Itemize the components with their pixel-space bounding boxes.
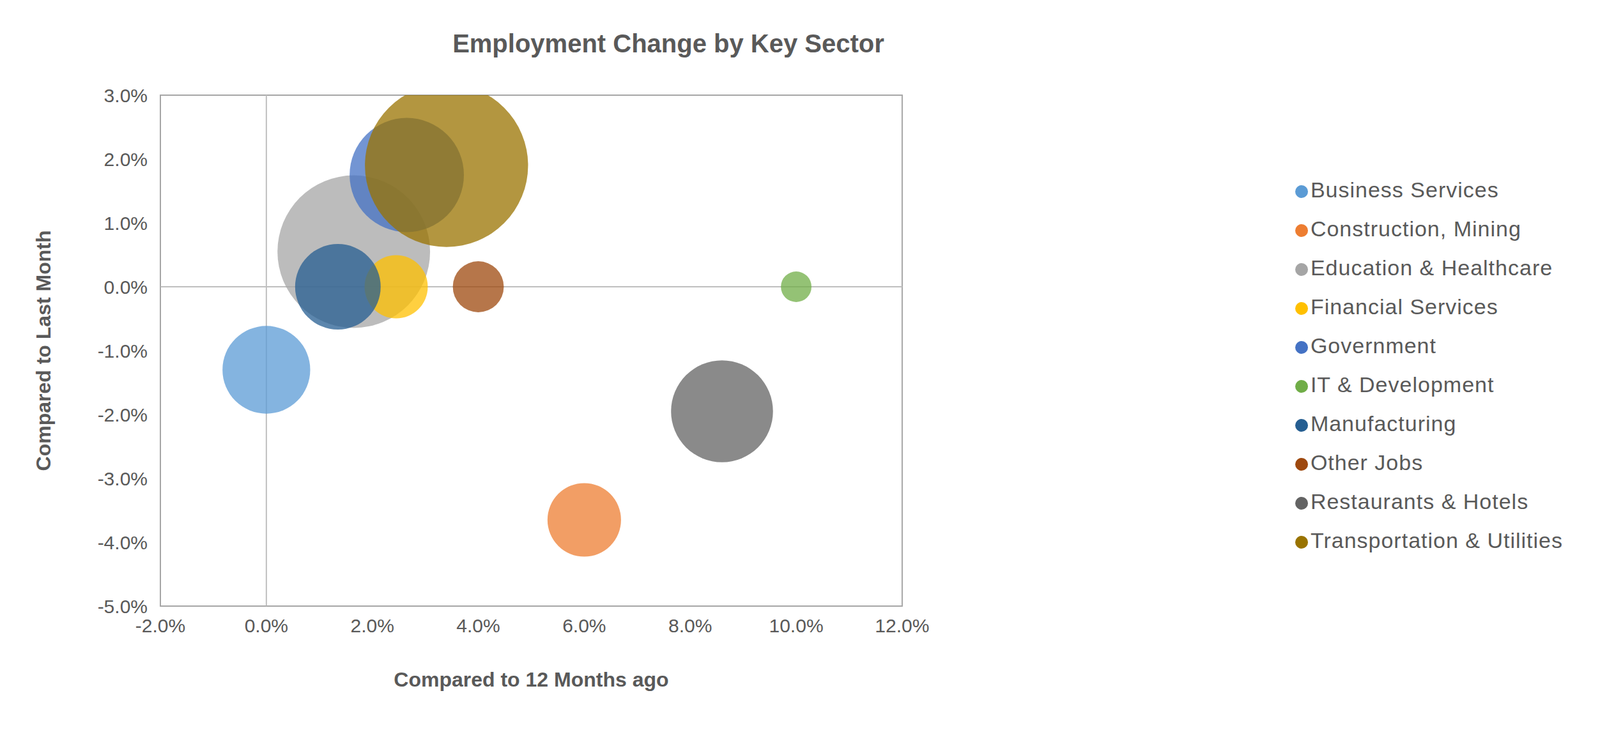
svg-text:-3.0%: -3.0% <box>97 468 148 490</box>
svg-text:10.0%: 10.0% <box>769 615 824 637</box>
svg-text:Compared to Last Month: Compared to Last Month <box>31 230 55 472</box>
html-text:Transportation & Utilities: Transportation & Utilities <box>1310 528 1563 553</box>
svg-text:6.0%: 6.0% <box>562 615 606 637</box>
html-text:Government: Government <box>1310 333 1437 358</box>
svg-text:0.0%: 0.0% <box>104 276 148 298</box>
svg-text:-4.0%: -4.0% <box>97 532 148 554</box>
svg-text:-2.0%: -2.0% <box>97 404 148 426</box>
svg-text:8.0%: 8.0% <box>668 615 712 637</box>
svg-text:2.0%: 2.0% <box>104 148 148 170</box>
html-text:IT & Development: IT & Development <box>1310 372 1495 397</box>
svg-text:1.0%: 1.0% <box>104 212 148 234</box>
html-text:Education & Healthcare: Education & Healthcare <box>1310 255 1553 280</box>
svg-text:-5.0%: -5.0% <box>97 596 148 618</box>
html-text:Construction, Mining: Construction, Mining <box>1310 216 1522 241</box>
html-text:Other Jobs: Other Jobs <box>1310 450 1424 475</box>
svg-text:0.0%: 0.0% <box>244 615 289 637</box>
svg-text:2.0%: 2.0% <box>350 615 394 637</box>
svg-text:4.0%: 4.0% <box>456 615 500 637</box>
html-text:Restaurants & Hotels: Restaurants & Hotels <box>1310 489 1529 514</box>
html-text:Manufacturing: Manufacturing <box>1310 411 1457 436</box>
html-text:Financial Services: Financial Services <box>1310 294 1499 319</box>
svg-text:3.0%: 3.0% <box>104 84 148 107</box>
html-text:Business Services: Business Services <box>1310 177 1499 202</box>
svg-text:12.0%: 12.0% <box>874 615 930 637</box>
svg-text:-2.0%: -2.0% <box>135 615 186 637</box>
html-text:Employment Change by Key Secto: Employment Change by Key Sector <box>452 29 885 58</box>
svg-text:Compared to 12 Months ago: Compared to 12 Months ago <box>393 668 669 692</box>
svg-text:-1.0%: -1.0% <box>97 340 148 362</box>
